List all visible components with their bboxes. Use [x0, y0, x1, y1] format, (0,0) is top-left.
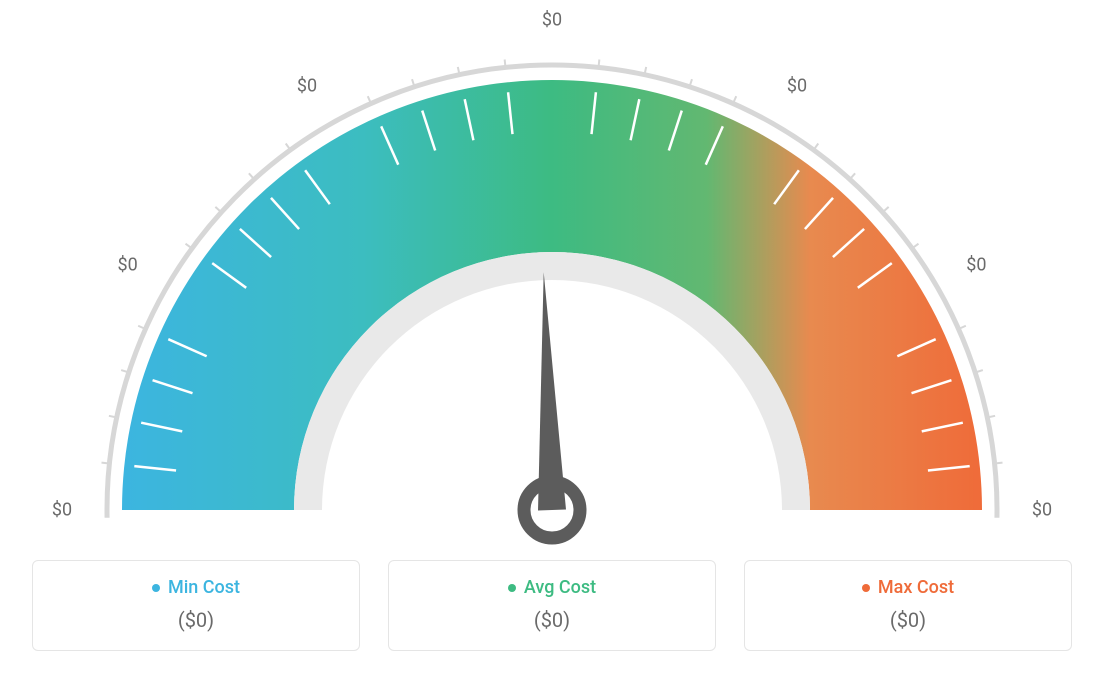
gauge-needle [538, 272, 566, 510]
cost-gauge: $0 $0 $0 $0 $0 $0 $0 [32, 10, 1072, 550]
gauge-tick-label: $0 [297, 75, 317, 96]
gauge-tick-label: $0 [966, 255, 986, 276]
legend-label-row: Max Cost [862, 577, 954, 598]
legend-label-row: Avg Cost [508, 577, 596, 598]
legend-value: ($0) [534, 608, 570, 632]
legend-dot-icon [862, 584, 870, 592]
legend-value: ($0) [178, 608, 214, 632]
legend-label-row: Min Cost [152, 577, 240, 598]
gauge-outer-notch [101, 463, 109, 464]
legend-label: Max Cost [878, 577, 954, 598]
legend-label: Avg Cost [524, 577, 596, 598]
chart-container: $0$0$0$0$0$0$0 Min Cost($0)Avg Cost($0)M… [0, 0, 1104, 690]
legend-label: Min Cost [168, 577, 240, 598]
legend-row: Min Cost ($0) Avg Cost ($0) Max Cost ($0) [32, 560, 1072, 651]
gauge-tick-label: $0 [1032, 500, 1052, 521]
legend-card: Max Cost ($0) [744, 560, 1072, 651]
gauge-outer-notch [995, 463, 1003, 464]
gauge-tick-label: $0 [52, 500, 72, 521]
gauge-svg [32, 10, 1072, 550]
gauge-outer-notch [505, 59, 506, 67]
gauge-outer-notch [599, 59, 600, 67]
legend-card: Avg Cost ($0) [388, 560, 716, 651]
legend-value: ($0) [890, 608, 926, 632]
legend-card: Min Cost ($0) [32, 560, 360, 651]
gauge-tick-label: $0 [118, 255, 138, 276]
legend-dot-icon [508, 584, 516, 592]
legend-dot-icon [152, 584, 160, 592]
gauge-tick-label: $0 [542, 10, 562, 31]
gauge-tick-label: $0 [787, 75, 807, 96]
